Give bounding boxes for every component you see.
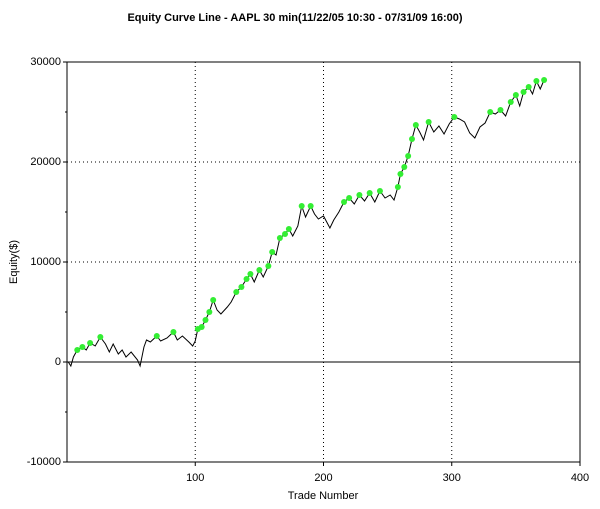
new-high-marker	[405, 153, 412, 159]
new-high-marker	[525, 84, 532, 90]
new-high-marker	[307, 203, 314, 209]
new-high-marker	[198, 324, 205, 330]
new-high-marker	[497, 107, 504, 113]
y-tick-label: 20000	[30, 156, 61, 168]
y-tick-label: 0	[55, 356, 61, 368]
new-high-marker	[87, 340, 94, 346]
new-high-marker	[408, 136, 415, 142]
x-tick-label: 300	[443, 472, 461, 484]
new-high-marker	[265, 263, 272, 269]
new-high-marker	[256, 267, 263, 273]
new-high-marker	[507, 99, 514, 105]
new-high-marker	[412, 122, 419, 128]
new-high-marker	[233, 289, 240, 295]
y-tick-label: -10000	[27, 456, 61, 468]
new-high-marker	[366, 190, 373, 196]
new-high-marker	[269, 249, 276, 255]
new-high-marker	[238, 284, 245, 290]
new-high-marker	[512, 92, 519, 98]
new-high-marker	[285, 226, 292, 232]
new-high-marker	[202, 317, 209, 323]
new-high-marker	[401, 164, 408, 170]
new-high-marker	[79, 344, 86, 350]
equity-line	[67, 79, 545, 368]
chart-title: Equity Curve Line - AAPL 30 min(11/22/05…	[127, 12, 462, 24]
new-high-marker	[425, 119, 432, 125]
new-high-marker	[397, 171, 404, 177]
x-axis-label: Trade Number	[288, 490, 359, 502]
new-high-marker	[520, 89, 527, 95]
new-high-marker	[282, 231, 289, 237]
new-high-marker	[394, 184, 401, 190]
new-high-marker	[376, 188, 383, 194]
new-high-marker	[487, 109, 494, 115]
new-high-marker	[346, 195, 353, 201]
new-high-marker	[74, 347, 81, 353]
x-tick-label: 400	[571, 472, 589, 484]
new-high-marker	[298, 203, 305, 209]
new-high-marker	[276, 235, 283, 241]
new-high-marker	[206, 309, 213, 315]
new-high-marker	[341, 199, 348, 205]
new-high-marker	[210, 297, 217, 303]
new-high-marker	[533, 78, 540, 84]
new-high-marker	[451, 114, 458, 120]
new-high-marker	[153, 333, 160, 339]
new-high-marker	[356, 192, 363, 198]
new-high-marker	[170, 329, 177, 335]
new-high-marker	[541, 77, 548, 83]
y-axis-label: Equity($)	[8, 240, 20, 284]
x-tick-label: 100	[186, 472, 204, 484]
new-high-marker	[97, 334, 104, 340]
x-tick-label: 200	[314, 472, 332, 484]
new-high-marker	[247, 271, 254, 277]
y-tick-label: 10000	[30, 256, 61, 268]
y-tick-label: 30000	[30, 56, 61, 68]
new-high-marker	[243, 276, 250, 282]
